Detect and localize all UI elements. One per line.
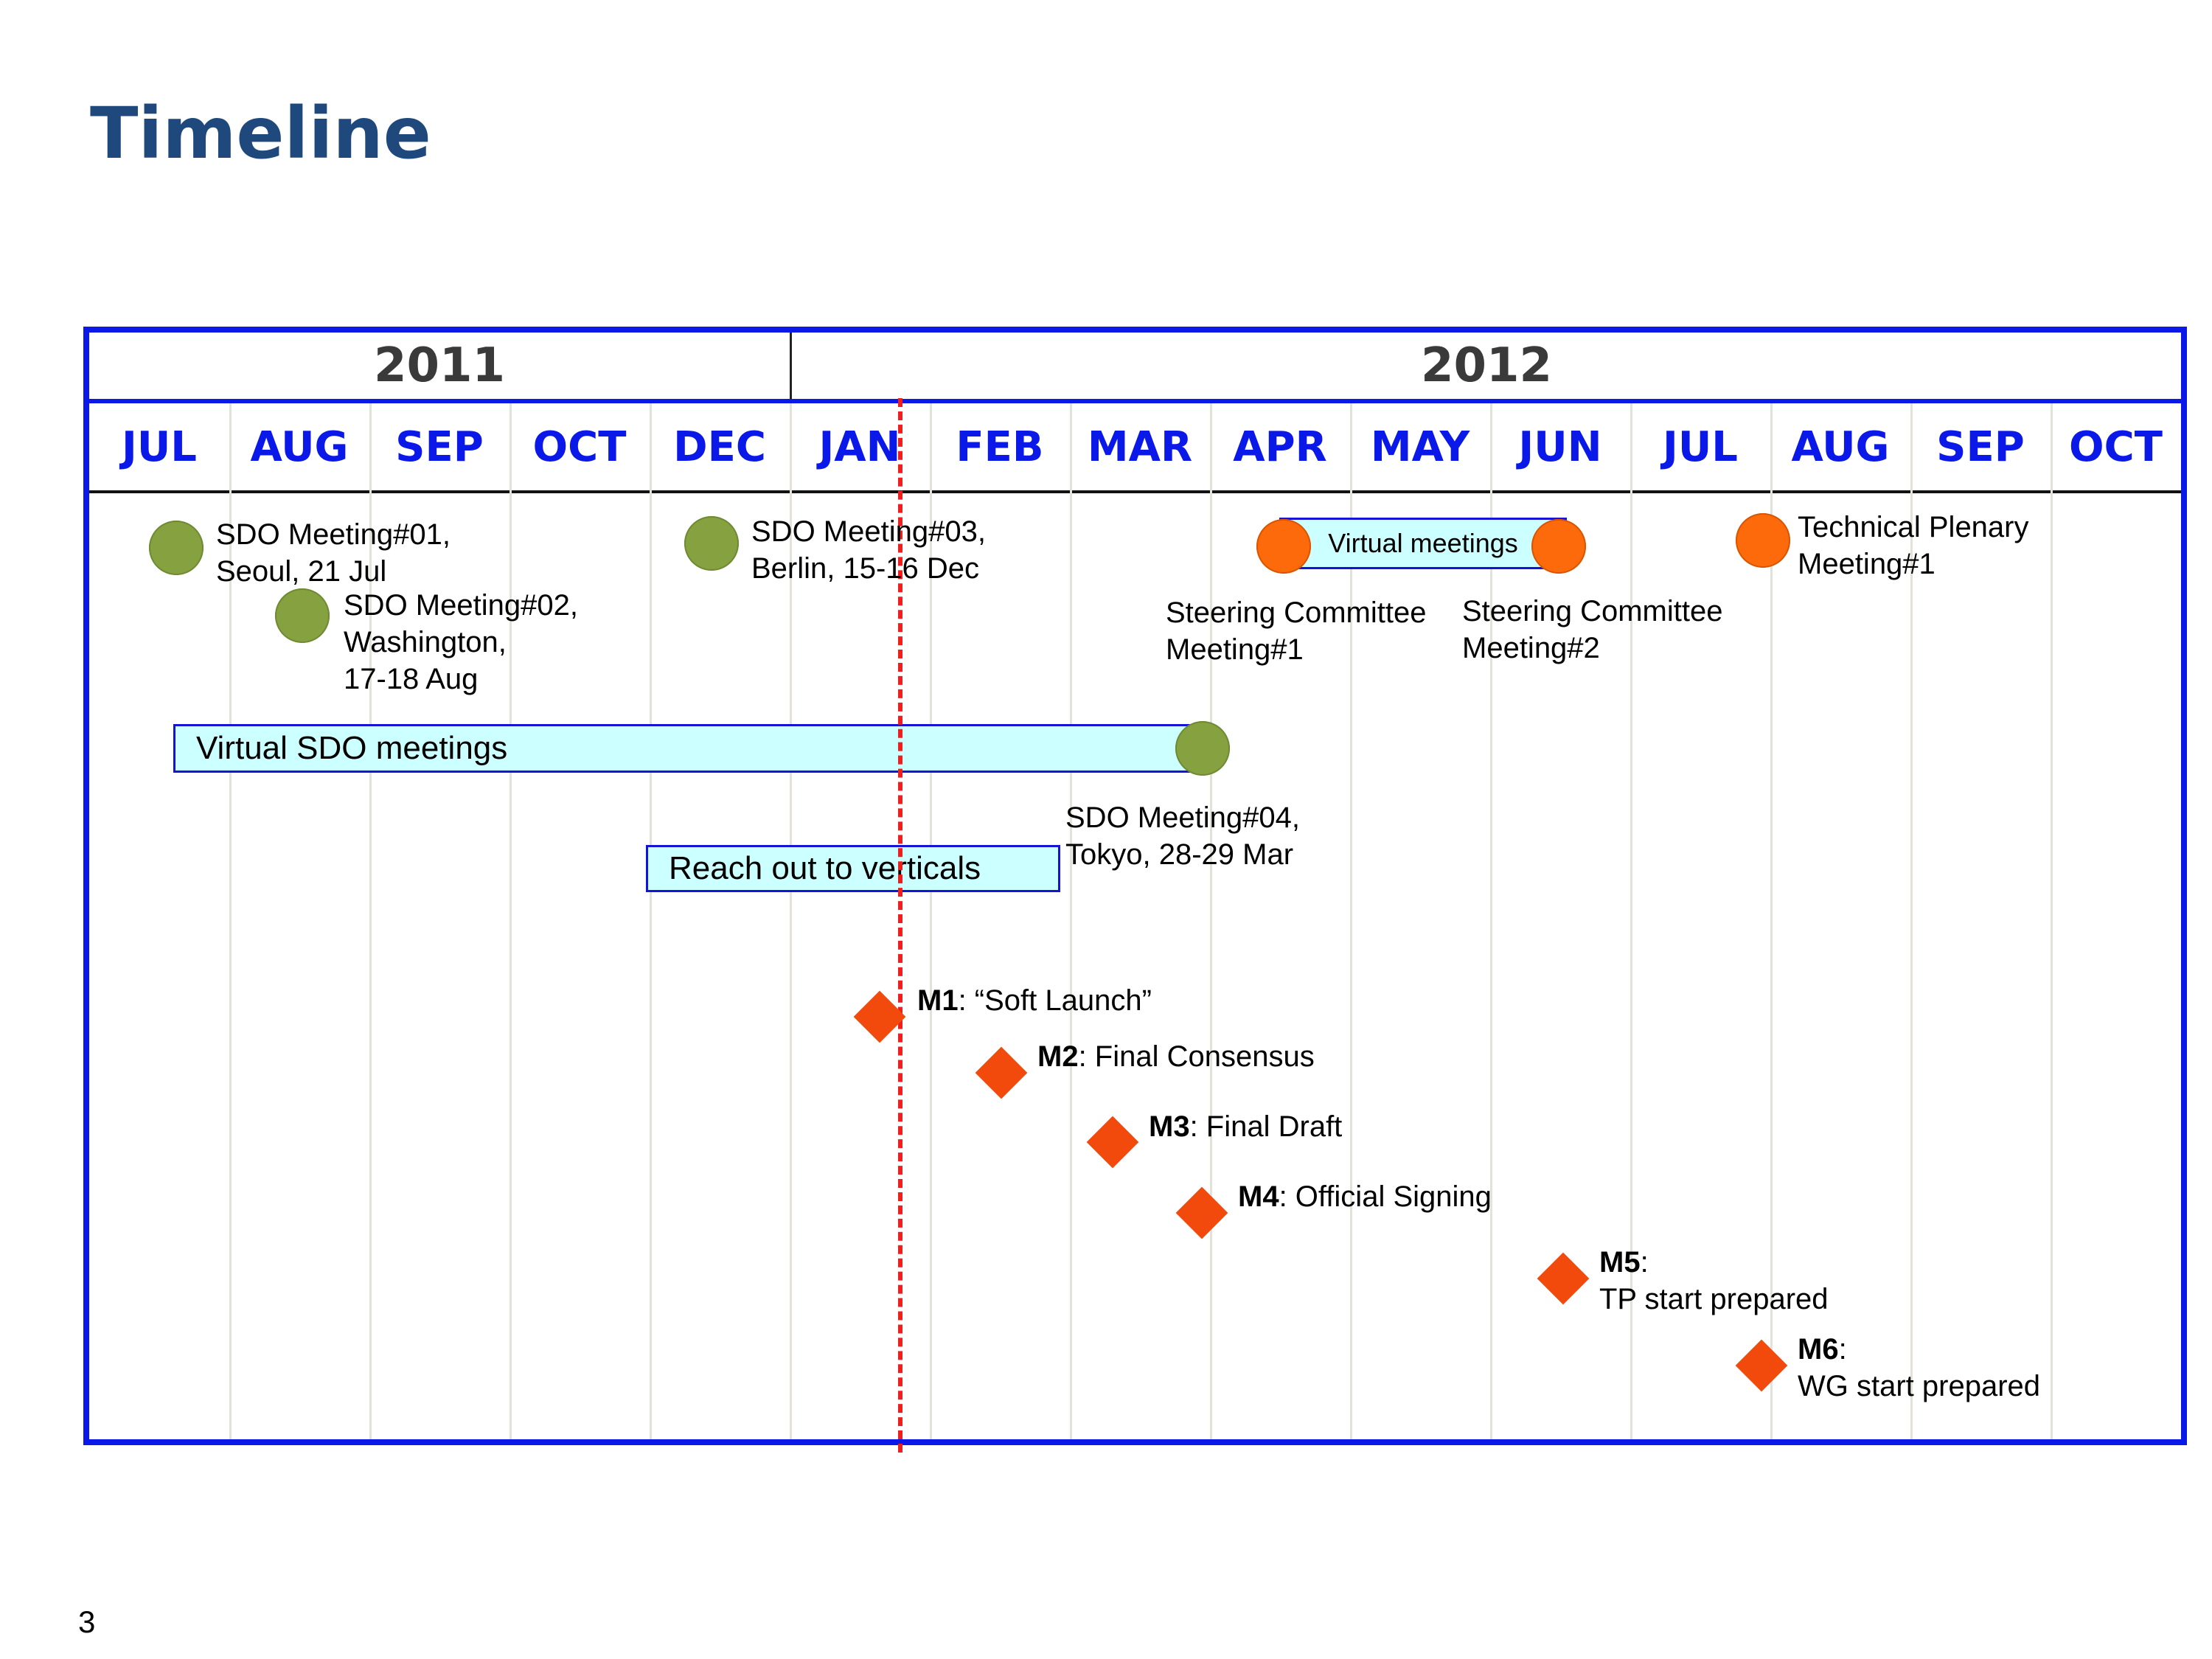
month-sep-2011: SEP — [395, 422, 484, 471]
technical-plenary-01-label: Technical Plenary Meeting#1 — [1798, 511, 2029, 580]
month-aug-2012: AUG — [1791, 422, 1890, 471]
month-oct-2012: OCT — [2069, 422, 2163, 471]
sdo-meeting-02-dot — [275, 588, 330, 643]
sdo-meeting-04-dot — [1175, 721, 1230, 776]
grid-line — [1630, 403, 1632, 1439]
sdo-meeting-01-dot — [149, 521, 204, 575]
year-divider — [790, 333, 792, 399]
grid-line — [2051, 403, 2053, 1439]
month-apr-2012: APR — [1233, 422, 1327, 471]
virtual-meetings-bar: Virtual meetings — [1279, 518, 1567, 569]
sdo-meeting-02-label: SDO Meeting#02, Washington, 17-18 Aug — [344, 589, 578, 695]
sdo-meeting-01-label: SDO Meeting#01, Seoul, 21 Jul — [216, 518, 451, 588]
virtual-sdo-meetings-bar: Virtual SDO meetings — [173, 724, 1202, 773]
year-2011: 2011 — [373, 338, 506, 393]
grid-line — [1910, 403, 1913, 1439]
grid-line — [650, 403, 652, 1439]
grid-line — [930, 403, 932, 1439]
month-jul-2011: JUL — [122, 422, 197, 471]
milestone-m6-label: M6: WG start prepared — [1798, 1333, 2041, 1402]
month-feb-2012: FEB — [956, 422, 1044, 471]
milestone-m4-label: M4: Official Signing — [1238, 1180, 1492, 1213]
page-number: 3 — [78, 1604, 96, 1639]
month-sep-2012: SEP — [1936, 422, 2025, 471]
month-aug-2011: AUG — [250, 422, 349, 471]
month-jan-2012: JAN — [818, 422, 901, 471]
milestone-m3-label: M3: Final Draft — [1149, 1110, 1343, 1143]
steering-committee-02-label: Steering Committee Meeting#2 — [1462, 595, 1723, 664]
year-header-row: 2011 2012 — [89, 333, 2181, 403]
reach-out-to-verticals-bar: Reach out to verticals — [646, 845, 1060, 892]
grid-line — [790, 403, 792, 1439]
grid-line — [1490, 403, 1492, 1439]
milestone-m1-label: M1: “Soft Launch” — [917, 984, 1152, 1017]
grid-line — [1350, 403, 1352, 1439]
milestone-m5-label: M5: TP start prepared — [1599, 1246, 1829, 1315]
month-may-2012: MAY — [1370, 422, 1470, 471]
month-header-row: JUL AUG SEP OCT DEC JAN FEB MAR APR MAY … — [89, 403, 2181, 493]
current-date-marker — [898, 398, 902, 1453]
sdo-meeting-03-label: SDO Meeting#03, Berlin, 15-16 Dec — [751, 515, 986, 585]
grid-line — [1770, 403, 1773, 1439]
grid-line — [1070, 403, 1072, 1439]
milestone-m2-label: M2: Final Consensus — [1037, 1040, 1315, 1073]
month-jun-2012: JUN — [1518, 422, 1602, 471]
grid-line — [229, 403, 232, 1439]
month-oct-2011: OCT — [532, 422, 627, 471]
technical-plenary-01-dot — [1736, 513, 1790, 568]
steering-committee-01-dot — [1256, 519, 1311, 574]
grid-line — [369, 403, 372, 1439]
steering-committee-01-label: Steering Committee Meeting#1 — [1166, 597, 1427, 666]
month-mar-2012: MAR — [1087, 422, 1193, 471]
grid-line — [509, 403, 512, 1439]
sdo-meeting-04-label: SDO Meeting#04, Tokyo, 28-29 Mar — [1065, 801, 1300, 871]
year-2012: 2012 — [1420, 338, 1553, 393]
sdo-meeting-03-dot — [684, 516, 739, 571]
month-dec-2011: DEC — [673, 422, 766, 471]
grid-line — [1210, 403, 1212, 1439]
timeline-frame: 2011 2012 JUL AUG SEP OCT DEC JAN FEB MA… — [83, 327, 2187, 1445]
month-jul-2012: JUL — [1663, 422, 1738, 471]
steering-committee-02-dot — [1531, 519, 1586, 574]
page-title: Timeline — [90, 92, 431, 175]
